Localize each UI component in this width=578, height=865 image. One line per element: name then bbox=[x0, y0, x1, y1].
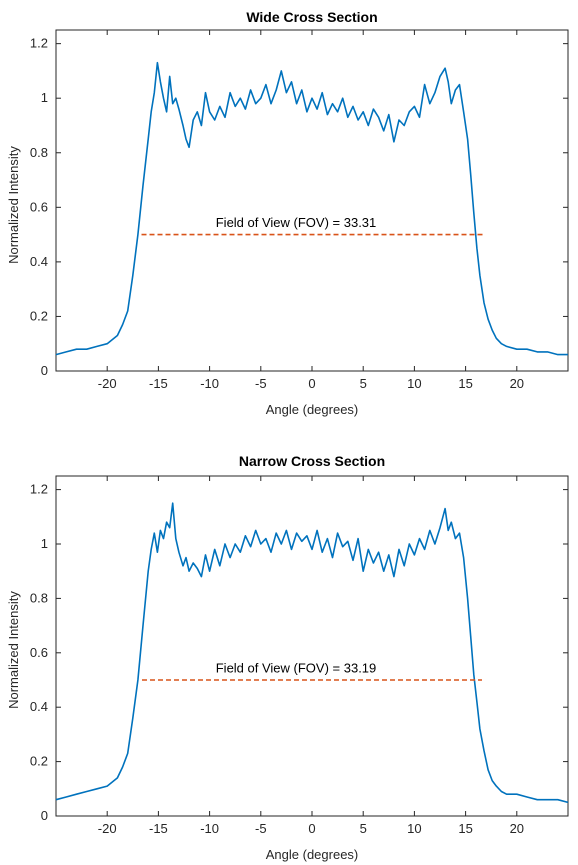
y-tick-label: 1 bbox=[41, 90, 48, 105]
x-tick-label: -20 bbox=[98, 376, 117, 391]
x-tick-label: -5 bbox=[255, 376, 267, 391]
y-tick-label: 1.2 bbox=[30, 36, 48, 51]
x-tick-label: 20 bbox=[510, 376, 524, 391]
y-tick-label: 0 bbox=[41, 808, 48, 823]
y-tick-label: 0.6 bbox=[30, 645, 48, 660]
x-tick-label: 10 bbox=[407, 376, 421, 391]
x-tick-label: 10 bbox=[407, 821, 421, 836]
x-tick-label: -10 bbox=[200, 376, 219, 391]
wide-cross-section-chart: Wide Cross Section Angle (degrees) Norma… bbox=[6, 9, 569, 417]
x-axis-label: Angle (degrees) bbox=[266, 847, 359, 862]
x-axis-label: Angle (degrees) bbox=[266, 402, 359, 417]
chart-title: Narrow Cross Section bbox=[239, 453, 385, 469]
y-tick-label: 0.2 bbox=[30, 754, 48, 769]
y-tick-label: 0.2 bbox=[30, 308, 48, 323]
y-tick-label: 0.4 bbox=[30, 699, 48, 714]
y-axis-label: Normalized Intensity bbox=[6, 146, 21, 264]
fov-annotation: Field of View (FOV) = 33.31 bbox=[216, 215, 377, 230]
y-tick-label: 0.4 bbox=[30, 254, 48, 269]
narrow-cross-section-chart: Narrow Cross Section Angle (degrees) Nor… bbox=[6, 453, 569, 862]
chart-title: Wide Cross Section bbox=[246, 9, 377, 25]
x-tick-label: 5 bbox=[360, 821, 367, 836]
x-tick-label: -20 bbox=[98, 821, 117, 836]
x-tick-label: 0 bbox=[308, 821, 315, 836]
y-tick-label: 0.8 bbox=[30, 145, 48, 160]
intensity-profile-line bbox=[55, 502, 569, 804]
x-tick-label: 5 bbox=[360, 376, 367, 391]
y-tick-label: 0.6 bbox=[30, 199, 48, 214]
y-tick-label: 0.8 bbox=[30, 590, 48, 605]
x-tick-label: -5 bbox=[255, 821, 267, 836]
x-tick-label: 15 bbox=[458, 376, 472, 391]
y-axis-label: Normalized Intensity bbox=[6, 591, 21, 709]
y-tick-label: 1.2 bbox=[30, 482, 48, 497]
x-tick-label: 0 bbox=[308, 376, 315, 391]
x-tick-label: 20 bbox=[510, 821, 524, 836]
y-tick-label: 1 bbox=[41, 536, 48, 551]
x-tick-label: 15 bbox=[458, 821, 472, 836]
y-tick-label: 0 bbox=[41, 363, 48, 378]
intensity-profile-line bbox=[55, 61, 568, 356]
plot-area: -20 -15 -10 -5 0 5 10 15 20 0 0.2 0.4 0.6 0.8 1 1.2 Fiel… bbox=[30, 475, 569, 836]
fov-annotation: Field of View (FOV) = 33.19 bbox=[216, 661, 377, 676]
plot-area: -20 -15 -10 -5 0 5 10 15 20 0 0.2 0.4 0.6 0.8 1 1.2 Fiel… bbox=[30, 29, 569, 391]
x-tick-label: -15 bbox=[149, 376, 168, 391]
x-tick-label: -10 bbox=[200, 821, 219, 836]
x-tick-label: -15 bbox=[149, 821, 168, 836]
